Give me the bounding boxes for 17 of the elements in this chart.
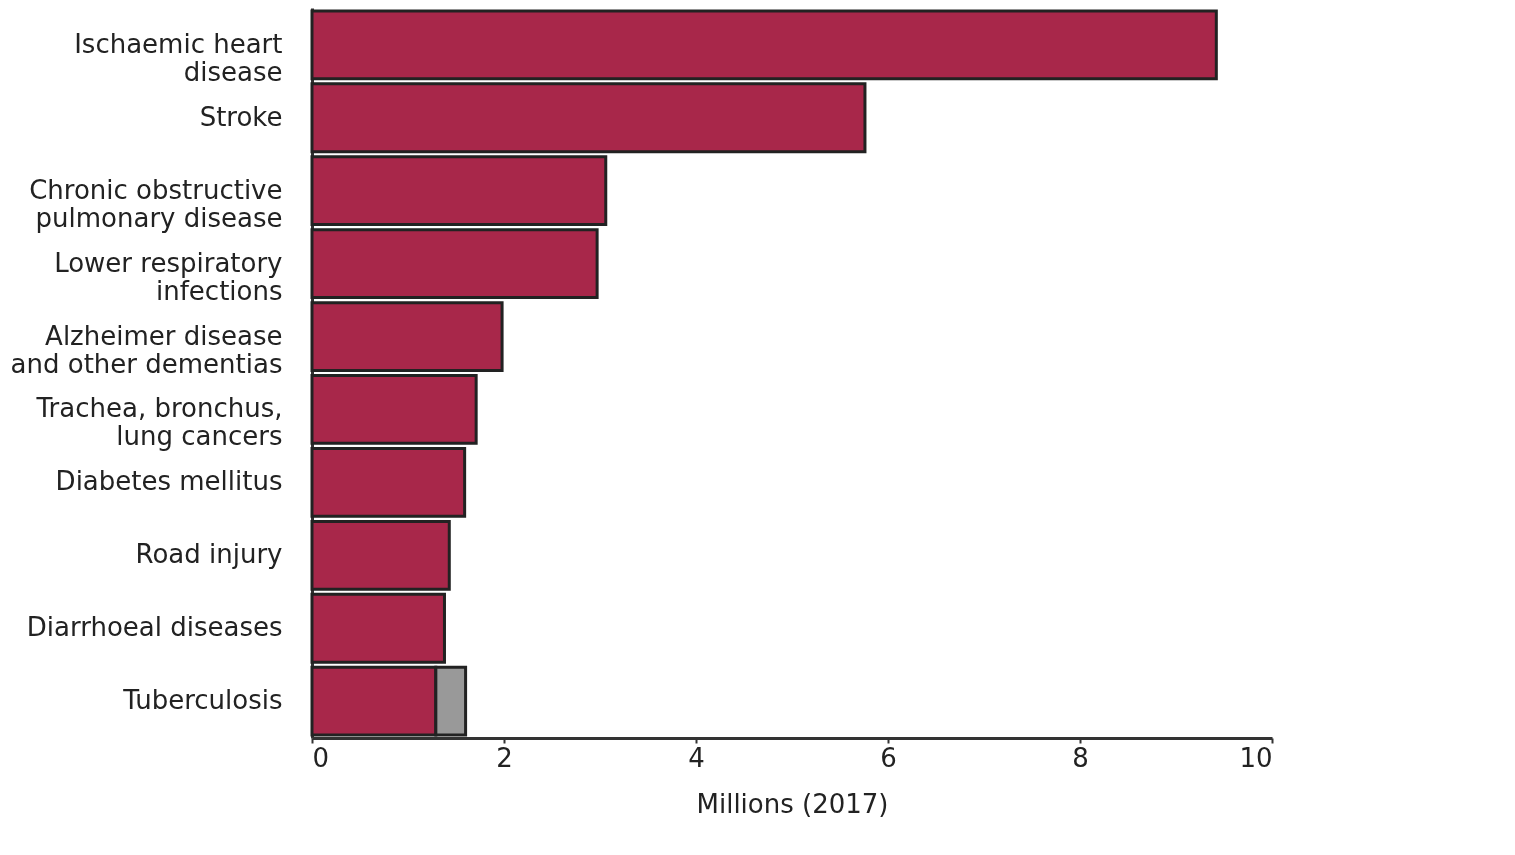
x-tick-label: 10 bbox=[1239, 742, 1273, 773]
y-tick-label: Diarrhoeal diseases bbox=[26, 612, 283, 643]
y-tick-label: Tuberculosis bbox=[122, 685, 283, 716]
y-tick-label: Ischaemic heart disease bbox=[74, 28, 283, 87]
y-tick-label: Stroke bbox=[199, 101, 283, 132]
y-tick-label: Alzheimer disease and other dementias bbox=[10, 320, 283, 379]
x-tick-label: 6 bbox=[880, 742, 897, 773]
y-tick-label: Lower respiratory infections bbox=[54, 247, 283, 306]
y-tick-label: Chronic obstructive pulmonary disease bbox=[29, 174, 283, 233]
x-axis-title: Millions (2017) bbox=[696, 788, 889, 819]
y-tick-label: Diabetes mellitus bbox=[55, 466, 283, 497]
y-tick-label: Trachea, bronchus, lung cancers bbox=[35, 393, 283, 452]
y-tick-label: Road injury bbox=[135, 539, 283, 570]
x-tick-label: 8 bbox=[1072, 742, 1089, 773]
x-tick-label: 2 bbox=[496, 742, 513, 773]
x-tick-label: 4 bbox=[688, 742, 705, 773]
x-tick-label: 0 bbox=[312, 742, 330, 773]
